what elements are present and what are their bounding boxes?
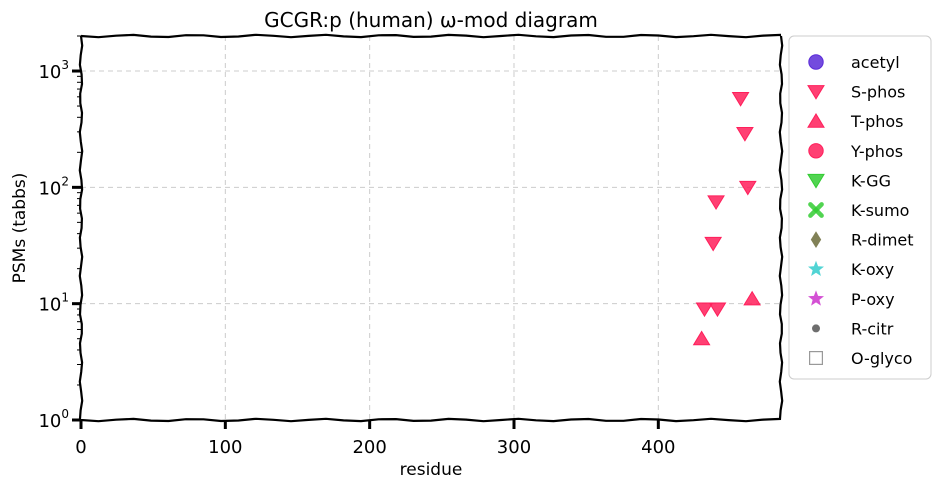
legend-marker-acetyl <box>808 54 824 70</box>
legend-label: K-sumo <box>851 201 909 220</box>
legend-marker-s-phos <box>807 85 825 100</box>
data-point-s-phos <box>731 92 750 107</box>
data-point-t-phos <box>743 290 762 306</box>
legend: acetyl S-phos T-phos Y-phos K-GG K-sumo R-dime… <box>788 35 932 380</box>
legend-marker-p-oxy <box>808 290 824 306</box>
legend-label: K-oxy <box>851 260 894 279</box>
data-point-s-phos <box>695 302 714 318</box>
x-tick-label: 100 <box>208 437 242 458</box>
x-tick-label: 200 <box>352 437 386 458</box>
legend-label: acetyl <box>851 53 900 72</box>
chart-title: GCGR:p (human) ω-mod diagram <box>264 8 598 32</box>
legend-marker-r-dimet <box>810 231 822 248</box>
y-axis-label: PSMs (tabbs) <box>10 173 30 284</box>
legend-marker-k-sumo <box>808 202 824 218</box>
x-axis-label: residue <box>400 460 463 480</box>
data-point-s-phos <box>707 195 725 211</box>
legend-label: R-dimet <box>851 231 914 250</box>
x-tick-label: 400 <box>641 437 675 458</box>
legend-label: S-phos <box>851 83 905 102</box>
legend-marker-k-oxy <box>808 260 824 276</box>
legend-label: K-GG <box>851 171 891 190</box>
legend-marker-t-phos <box>807 113 825 128</box>
legend-label: R-citr <box>851 319 894 338</box>
legend-marker-k-gg <box>807 173 825 189</box>
data-point-s-phos <box>708 302 727 318</box>
grid-lines <box>81 36 781 420</box>
data-points <box>692 92 762 346</box>
legend-label: P-oxy <box>851 290 895 309</box>
legend-marker-r-citr <box>812 324 820 333</box>
x-tick-label: 300 <box>497 437 531 458</box>
axis-ticks: 0 100 200 300 400 100 101 102 103 <box>38 35 675 458</box>
data-point-s-phos <box>704 236 723 252</box>
data-point-s-phos <box>736 127 754 142</box>
legend-frame <box>788 35 932 380</box>
legend-label: T-phos <box>850 112 904 131</box>
legend-label: Y-phos <box>850 142 903 161</box>
data-point-s-phos <box>738 180 757 196</box>
y-tick-label: 103 <box>38 58 69 83</box>
legend-label: O-glyco <box>851 349 912 368</box>
x-tick-label: 0 <box>75 437 86 458</box>
legend-marker-o-glyco <box>808 351 823 366</box>
y-tick-label: 102 <box>38 174 69 199</box>
y-tick-label: 100 <box>38 407 69 432</box>
y-tick-label: 101 <box>38 291 69 316</box>
legend-marker-y-phos <box>808 143 824 159</box>
plot-frame <box>78 33 784 423</box>
data-point-t-phos <box>692 330 711 346</box>
